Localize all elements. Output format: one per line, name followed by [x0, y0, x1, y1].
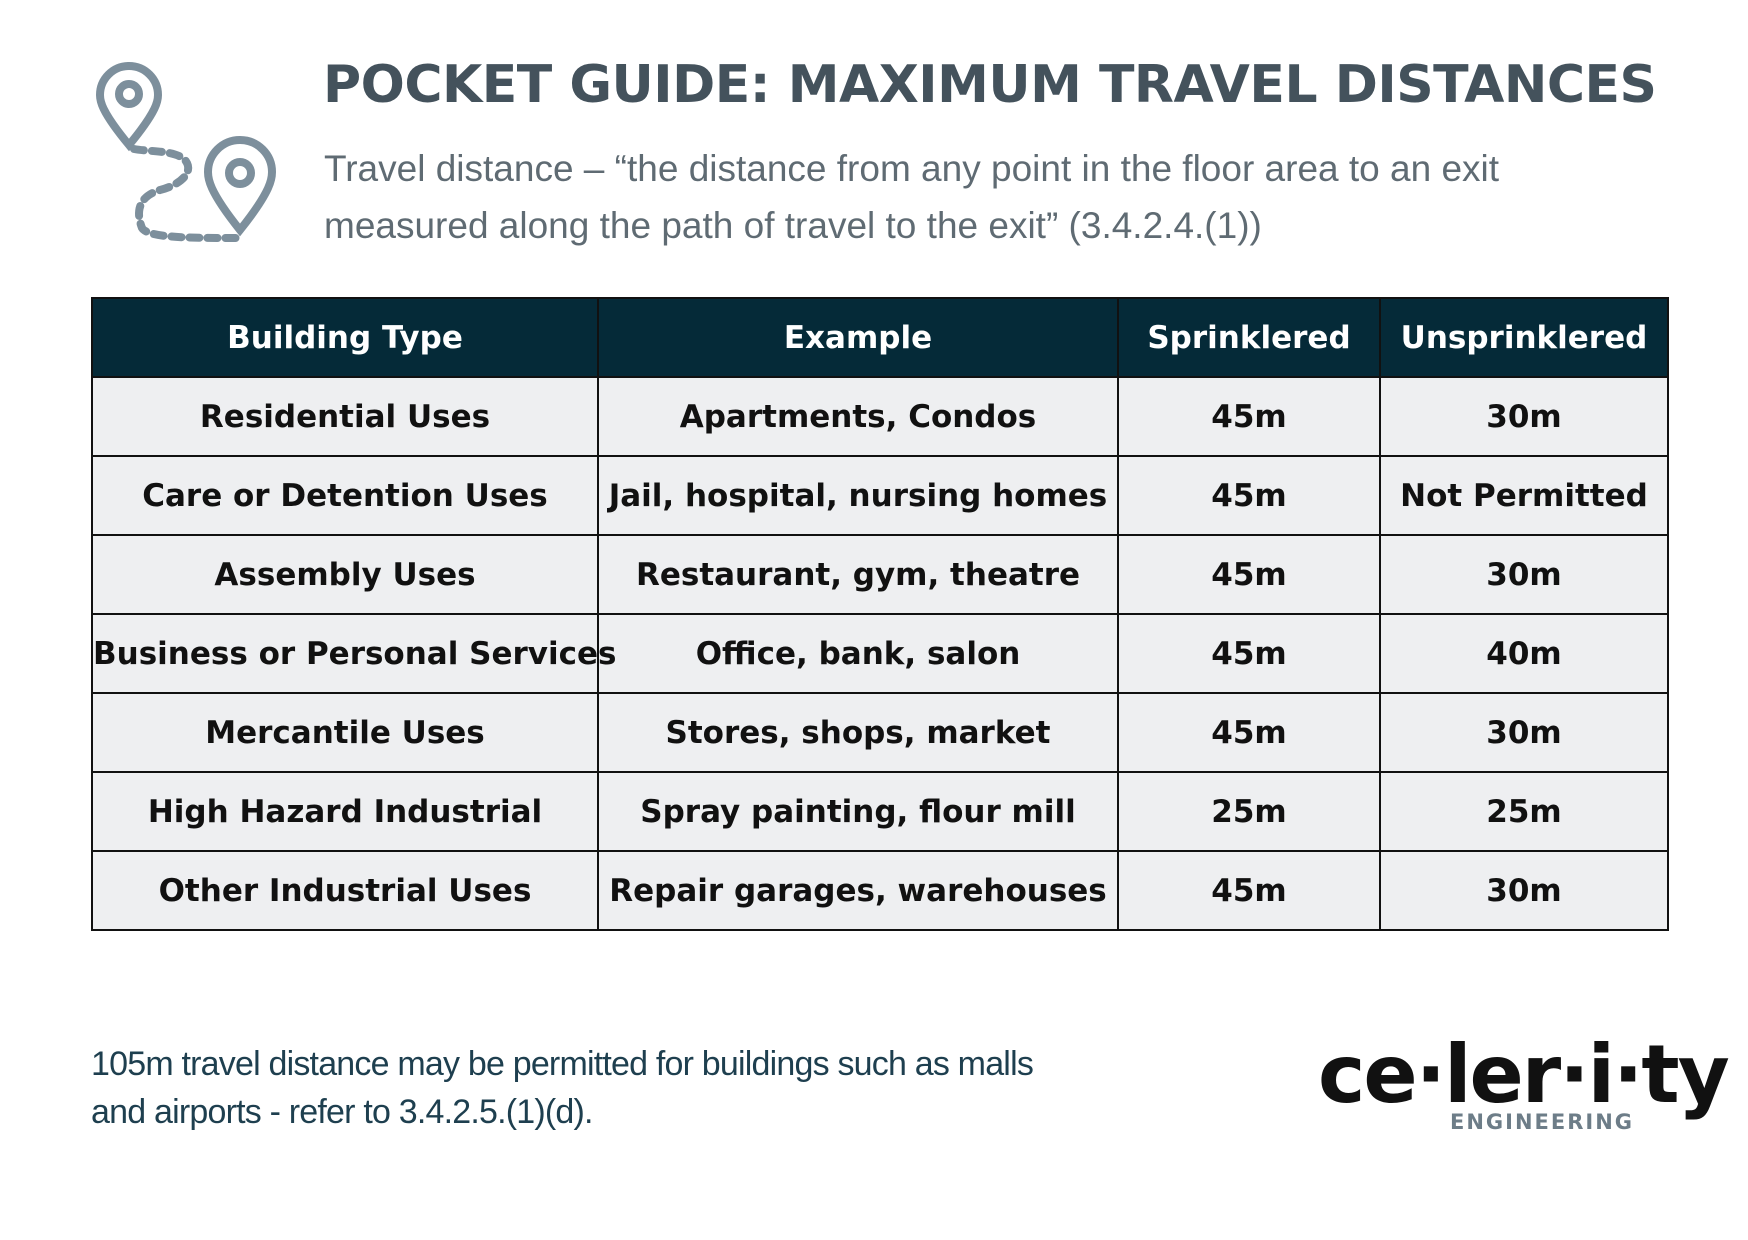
table-cell: 45m [1117, 692, 1381, 773]
table-cell: 30m [1379, 376, 1669, 457]
column-header: Sprinklered [1117, 297, 1381, 378]
table-cell: 30m [1379, 534, 1669, 615]
table-cell: 45m [1117, 376, 1381, 457]
table-cell: 40m [1379, 613, 1669, 694]
table-cell: 45m [1117, 455, 1381, 536]
table-cell: 30m [1379, 692, 1669, 773]
distance-table: Building Type Example Sprinklered Unsprinkl… [91, 297, 1669, 931]
table-cell: 25m [1379, 771, 1669, 852]
column-header: Building Type [91, 297, 599, 378]
column-header: Unsprinklered [1379, 297, 1669, 378]
table-cell: High Hazard Industrial [91, 771, 599, 852]
table-cell: Stores, shops, market [597, 692, 1119, 773]
logo-tagline: ENGINEERING [1450, 1110, 1635, 1134]
table-row: Assembly Uses Restaurant, gym, theatre 45m… [91, 534, 1669, 615]
route-icon [95, 62, 277, 242]
table-row: Care or Detention Uses Jail, hospital, nu… [91, 455, 1669, 536]
table-cell: 30m [1379, 850, 1669, 931]
table-cell: Business or Personal Services [91, 613, 616, 694]
table-cell: Restaurant, gym, theatre [597, 534, 1119, 615]
table-cell: 45m [1117, 850, 1381, 931]
table-cell: Spray painting, flour mill [597, 771, 1119, 852]
table-row: Business or Personal Services Office, ban… [91, 613, 1669, 694]
table-cell: 45m [1117, 613, 1381, 694]
table-cell: Office, bank, salon [597, 613, 1119, 694]
table-cell: Not Permitted [1379, 455, 1669, 536]
table-row: High Hazard Industrial Spray painting, fl… [91, 771, 1669, 852]
table-cell: Jail, hospital, nursing homes [597, 455, 1119, 536]
footer-note: 105m travel distance may be permitted fo… [91, 1045, 1034, 1131]
column-header: Example [597, 297, 1119, 378]
logo-wordmark: ce·ler·i·ty [1318, 1028, 1730, 1121]
table-row: Residential Uses Apartments, Condos 45m 30m [91, 376, 1669, 457]
table-cell: Apartments, Condos [597, 376, 1119, 457]
table-cell: 45m [1117, 534, 1381, 615]
title: POCKET GUIDE: MAXIMUM TRAVEL DISTANCES [323, 55, 1657, 115]
table-cell: Repair garages, warehouses [597, 850, 1119, 931]
table-cell: Mercantile Uses [91, 692, 599, 773]
table-cell: Assembly Uses [91, 534, 599, 615]
header-row: Building Type Example Sprinklered Unsprinkl… [91, 297, 1669, 378]
table-cell: Care or Detention Uses [91, 455, 599, 536]
table-cell: 25m [1117, 771, 1381, 852]
table-row: Other Industrial Uses Repair garages, war… [91, 850, 1669, 931]
table-cell: Residential Uses [91, 376, 599, 457]
subtitle: Travel distance – “the distance from any… [324, 148, 1500, 246]
table-row: Mercantile Uses Stores, shops, market 45m 3… [91, 692, 1669, 773]
table-cell: Other Industrial Uses [91, 850, 599, 931]
